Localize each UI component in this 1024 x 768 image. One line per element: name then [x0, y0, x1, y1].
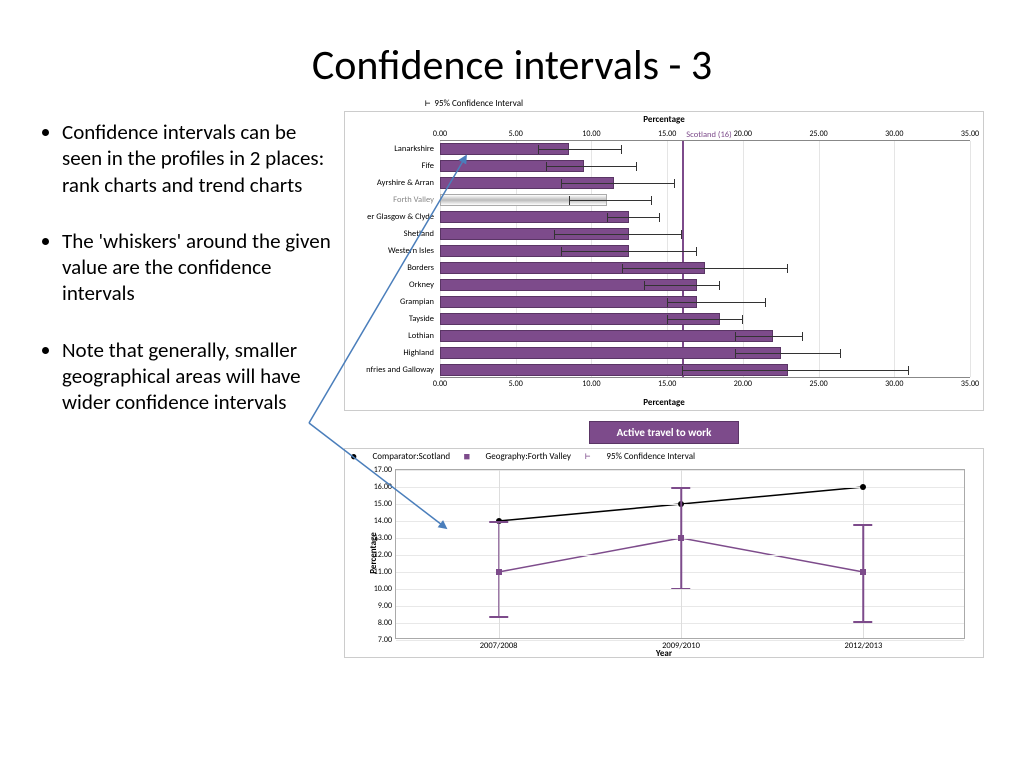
bar-tick: 5.00	[501, 379, 531, 389]
bar-label: Shetland	[348, 229, 440, 239]
bar-label: er Glasgow & Clyde	[348, 212, 440, 222]
line-legend: ● Comparator:Scotland ■ Geography:Forth V…	[345, 449, 983, 464]
bar-axis-label-bottom: Percentage	[345, 397, 983, 408]
line-ytick: 14.00	[374, 516, 396, 526]
line-ytick: 11.00	[374, 567, 396, 577]
bar-tick: 30.00	[879, 379, 909, 389]
bar-label: nfries and Galloway	[348, 365, 440, 375]
line-xlabel: Year	[345, 648, 983, 659]
bar-fill	[440, 296, 697, 308]
line-ytick: 13.00	[374, 533, 396, 543]
bar-fill	[440, 347, 781, 359]
bar-tick: 35.00	[955, 379, 985, 389]
slide-title: Confidence intervals - 3	[40, 40, 984, 91]
error-whisker	[735, 336, 803, 337]
reference-label: Scotland (16)	[686, 130, 731, 140]
trend-line-chart: ● Comparator:Scotland ■ Geography:Forth V…	[344, 448, 984, 658]
bar-tick: 0.00	[425, 129, 455, 139]
line-ytick: 8.00	[378, 618, 396, 628]
line-marker	[678, 535, 684, 541]
line-ytick: 10.00	[374, 584, 396, 594]
error-whisker	[667, 302, 765, 303]
bar-label: Tayside	[348, 314, 440, 324]
error-whisker	[644, 285, 720, 286]
bar-axis-label-top: Percentage	[345, 114, 983, 125]
bullet-item: The 'whiskers' around the given value ar…	[62, 228, 334, 307]
bar-label: Grampian	[348, 297, 440, 307]
bar-tick: 5.00	[501, 129, 531, 139]
bullet-item: Confidence intervals can be seen in the …	[62, 119, 334, 198]
bar-tick: 0.00	[425, 379, 455, 389]
legend-item: ■ Geography:Forth Valley	[464, 451, 571, 462]
bar-label: Borders	[348, 263, 440, 273]
error-whisker	[735, 353, 841, 354]
line-ytick: 17.00	[374, 465, 396, 475]
rank-bar-chart: 95% Confidence Interval Percentage 0.000…	[344, 111, 984, 411]
line-marker	[860, 484, 866, 490]
bar-tick: 30.00	[879, 129, 909, 139]
legend-item: ● Comparator:Scotland	[351, 451, 450, 462]
bar-tick: 35.00	[955, 129, 985, 139]
bar-label: Fife	[348, 161, 440, 171]
bullet-item: Note that generally, smaller geographica…	[62, 337, 334, 416]
bar-tick: 10.00	[576, 379, 606, 389]
bar-tick: 25.00	[804, 129, 834, 139]
bar-fill	[440, 211, 629, 223]
line-ytick: 15.00	[374, 499, 396, 509]
bar-label: Orkney	[348, 280, 440, 290]
bar-label: Highland	[348, 348, 440, 358]
line-ytick: 16.00	[374, 482, 396, 492]
bar-tick: 15.00	[652, 129, 682, 139]
error-whisker	[561, 183, 675, 184]
bar-tick: 15.00	[652, 379, 682, 389]
bar-tick: 20.00	[728, 129, 758, 139]
bar-label: Western Isles	[348, 246, 440, 256]
line-marker	[496, 569, 502, 575]
line-ytick: 12.00	[374, 550, 396, 560]
bar-tick: 20.00	[728, 379, 758, 389]
line-ytick: 9.00	[378, 601, 396, 611]
error-whisker	[538, 149, 621, 150]
bar-tick: 10.00	[576, 129, 606, 139]
error-whisker	[682, 370, 909, 371]
bar-label: Ayrshire & Arran	[348, 178, 440, 188]
error-whisker	[561, 251, 697, 252]
line-marker	[860, 569, 866, 575]
legend-item: ⊢ 95% Confidence Interval	[585, 451, 695, 462]
bar-label: Lanarkshire	[348, 144, 440, 154]
bar-tick: 25.00	[804, 379, 834, 389]
error-whisker	[569, 200, 652, 201]
line-ytick: 7.00	[378, 635, 396, 645]
error-whisker	[546, 166, 637, 167]
bar-label: Lothian	[348, 331, 440, 341]
error-whisker	[667, 319, 743, 320]
bar-label: Forth Valley	[348, 195, 440, 205]
error-whisker	[554, 234, 683, 235]
bullet-list: Confidence intervals can be seen in the …	[40, 111, 334, 658]
error-whisker	[622, 268, 789, 269]
bar-fill	[440, 330, 773, 342]
bar-legend: 95% Confidence Interval	[425, 98, 523, 109]
active-travel-button[interactable]: Active travel to work	[589, 421, 739, 444]
error-whisker	[607, 217, 660, 218]
